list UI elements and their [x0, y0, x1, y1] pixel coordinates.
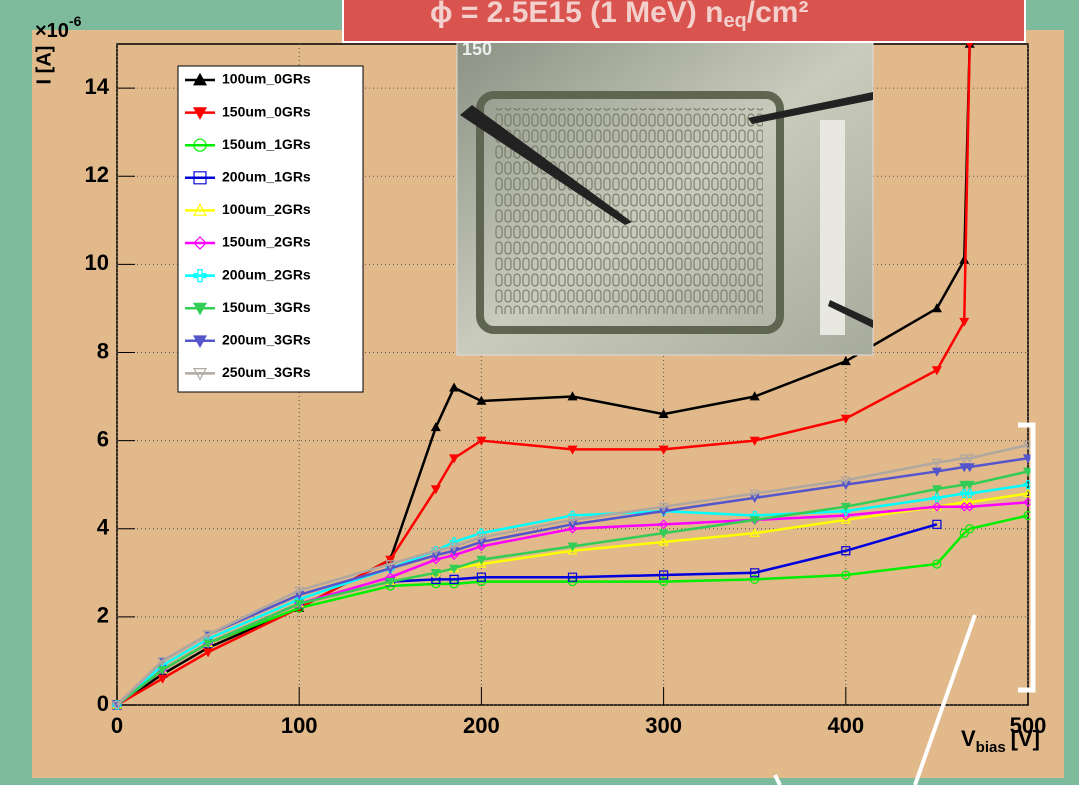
- y-tick-label: 8: [97, 338, 109, 363]
- slide: 024681012140100200300400500 150 100um_0G…: [0, 0, 1079, 785]
- legend-label: 150um_3GRs: [222, 299, 311, 315]
- y-tick-label: 12: [85, 162, 109, 187]
- x-tick-label: 200: [463, 713, 500, 738]
- y-axis-label: I [A]: [33, 46, 55, 85]
- banner-sub: eq: [723, 10, 746, 32]
- x-tick-label: 300: [645, 713, 682, 738]
- legend-label: 100um_0GRs: [222, 71, 311, 87]
- y-tick-label: 2: [97, 603, 109, 628]
- y-tick-label: 4: [97, 515, 110, 540]
- y-tick-label: 0: [97, 691, 109, 716]
- y-tick-label: 14: [85, 74, 110, 99]
- legend-label: 250um_3GRs: [222, 364, 311, 380]
- x-label-unit: [V]: [1011, 726, 1040, 751]
- legend-label: 200um_2GRs: [222, 266, 311, 282]
- y-tick-label: 10: [85, 250, 109, 275]
- banner-text: ϕ = 2.5E15 (1 MeV) neq/cm²: [430, 0, 808, 32]
- page: {"banner": {"main": "ϕ = 2.5E15 (1 MeV) …: [0, 0, 1079, 785]
- legend-label: 150um_0GRs: [222, 103, 311, 119]
- legend: 100um_0GRs 150um_0GRs 150um_1GRs 200um_1GRs…: [178, 66, 363, 392]
- legend-label: 200um_1GRs: [222, 169, 311, 185]
- x-label-sub: bias: [976, 739, 1006, 756]
- x-tick-label: 100: [281, 713, 318, 738]
- inset-photo: 150: [457, 39, 873, 355]
- multiplier-exp: -6: [69, 13, 82, 29]
- x-tick-label: 400: [827, 713, 864, 738]
- x-label-main: V: [961, 726, 976, 751]
- banner-main: ϕ = 2.5E15 (1 MeV) n: [430, 0, 723, 29]
- legend-label: 200um_3GRs: [222, 332, 311, 348]
- multiplier-base: ×10: [35, 20, 69, 42]
- legend-label: 150um_1GRs: [222, 136, 311, 152]
- y-tick-label: 6: [97, 426, 109, 451]
- legend-label: 150um_2GRs: [222, 234, 311, 250]
- legend-label: 100um_2GRs: [222, 201, 311, 217]
- x-tick-label: 0: [111, 713, 123, 738]
- banner-tail: /cm²: [747, 0, 809, 29]
